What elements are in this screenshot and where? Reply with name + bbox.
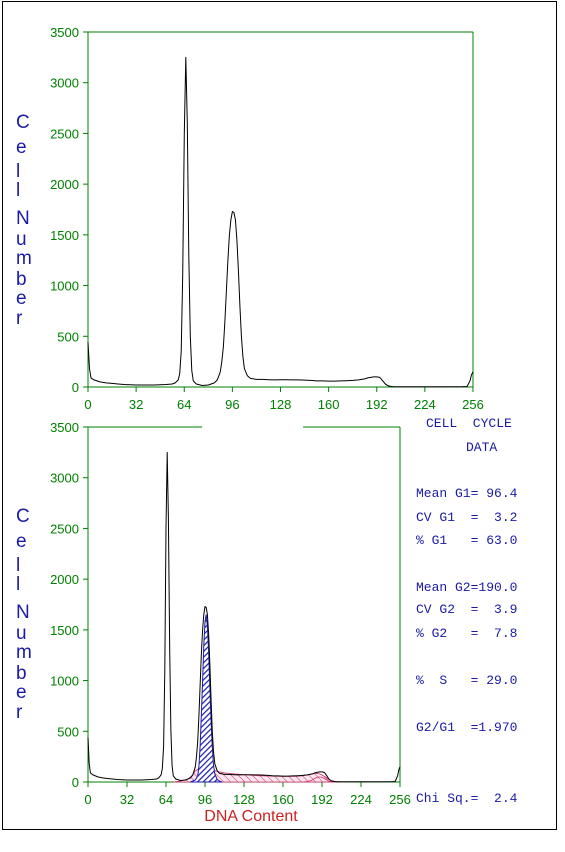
x-tick-label: 256: [389, 792, 411, 807]
x-tick-label: 32: [129, 397, 143, 412]
y-tick-label: 2000: [50, 177, 79, 192]
top-ylabel: l: [16, 161, 20, 182]
x-tick-label: 160: [318, 397, 340, 412]
top-ylabel: e: [16, 137, 27, 158]
top-ylabel: l: [16, 180, 20, 201]
bottom-axis-ticks: 0 500 1000 1500 2000 2500 3000 3500 0 32 64 96 128 16…: [50, 420, 411, 807]
stat-mean-g1: Mean G1= 96.4: [416, 486, 518, 501]
bottom-ylabel: e: [16, 682, 27, 703]
x-tick-label: 64: [159, 792, 173, 807]
stat-pct-s: % S = 29.0: [416, 673, 517, 688]
figure-frame: [2, 1, 557, 830]
bottom-ylabel: l: [16, 574, 20, 595]
plot-frame: [87, 426, 401, 783]
y-tick-label: 2500: [50, 521, 79, 536]
y-tick-label: 500: [57, 329, 79, 344]
stat-pct-g1: % G1 = 63.0: [416, 533, 517, 548]
bottom-ylabel: m: [16, 642, 32, 663]
bottom-ylabel: u: [16, 623, 27, 644]
y-tick-label: 1500: [50, 623, 79, 638]
y-tick-label: 0: [72, 775, 79, 790]
stat-g2-g1-ratio: G2/G1 =1.970: [416, 720, 517, 735]
x-tick-label: 96: [225, 397, 239, 412]
y-tick-label: 2500: [50, 126, 79, 141]
top-ylabel: m: [16, 248, 32, 269]
bottom-ylabel: r: [16, 702, 23, 723]
top-plot-area: [87, 31, 474, 388]
y-tick-label: 1000: [50, 279, 79, 294]
top-ylabel: u: [16, 229, 27, 250]
histogram-trace: [87, 56, 474, 388]
g2-fit-area: [190, 614, 223, 783]
x-tick-label: 160: [272, 792, 294, 807]
x-tick-label: 192: [366, 397, 388, 412]
top-histogram-chart: 0 500 1000 1500 2000 2500 3000 3500 0 32 64 96 128 16…: [16, 25, 484, 412]
top-ylabel: N: [16, 208, 30, 229]
top-ylabel: e: [16, 288, 27, 309]
cell-cycle-stats-panel: CELL CYCLE DATA Mean G1= 96.4 CV G1 = 3.…: [416, 416, 518, 806]
bottom-plot-area: [87, 426, 401, 783]
stat-mean-g2: Mean G2=190.0: [416, 580, 517, 595]
bottom-xlabel: DNA Content: [204, 808, 298, 825]
stats-title-line2: DATA: [466, 440, 497, 455]
x-tick-label: 64: [177, 397, 191, 412]
y-tick-label: 3500: [50, 420, 79, 435]
bottom-ylabel: l: [16, 555, 20, 576]
y-tick-label: 500: [57, 724, 79, 739]
y-tick-label: 1000: [50, 674, 79, 689]
top-axis-ticks: 0 500 1000 1500 2000 2500 3000 3500 0 32 64 96 128 16…: [50, 25, 484, 412]
plot-frame: [87, 31, 474, 388]
y-tick-label: 3000: [50, 76, 79, 91]
x-tick-label: 224: [350, 792, 372, 807]
stat-pct-g2: % G2 = 7.8: [416, 626, 517, 641]
x-tick-label: 0: [84, 397, 91, 412]
histogram-trace: [87, 451, 401, 783]
y-tick-label: 3500: [50, 25, 79, 40]
x-tick-label: 128: [270, 397, 292, 412]
y-tick-label: 2000: [50, 572, 79, 587]
stat-chi-sq: Chi Sq.= 2.4: [416, 791, 518, 806]
x-tick-label: 192: [311, 792, 333, 807]
bottom-ylabel: C: [16, 506, 30, 527]
y-tick-label: 0: [72, 380, 79, 395]
bottom-ylabel: N: [16, 602, 30, 623]
y-tick-label: 3000: [50, 471, 79, 486]
x-tick-label: 32: [120, 792, 134, 807]
x-tick-label: 128: [233, 792, 255, 807]
bottom-ylabel: e: [16, 531, 27, 552]
x-tick-label: 96: [198, 792, 212, 807]
y-tick-label: 1500: [50, 228, 79, 243]
x-tick-label: 256: [462, 397, 484, 412]
stats-title-line1: CELL CYCLE: [426, 416, 512, 431]
top-ylabel: C: [16, 112, 30, 133]
stat-cv-g2: CV G2 = 3.9: [416, 602, 517, 617]
bottom-ylabel: b: [16, 663, 27, 684]
x-tick-label: 224: [414, 397, 436, 412]
x-tick-label: 0: [84, 792, 91, 807]
bottom-histogram-chart: 0 500 1000 1500 2000 2500 3000 3500 0 32 64 96 128 16…: [16, 420, 411, 825]
top-ylabel: b: [16, 269, 27, 290]
top-ylabel: r: [16, 308, 23, 329]
stat-cv-g1: CV G1 = 3.2: [416, 510, 517, 525]
